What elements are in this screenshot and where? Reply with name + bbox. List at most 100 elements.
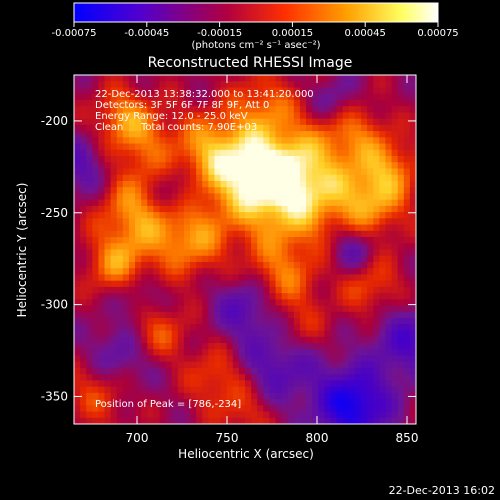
heatmap-cell xyxy=(128,405,136,413)
heatmap-cell xyxy=(159,305,167,313)
heatmap-cell xyxy=(397,380,405,388)
heatmap-cell xyxy=(226,280,234,288)
heatmap-cell xyxy=(373,168,380,176)
heatmap-cell xyxy=(141,106,148,113)
heatmap-cell xyxy=(318,274,325,282)
heatmap-cell xyxy=(397,137,405,145)
heatmap-cell xyxy=(318,374,325,381)
heatmap-cell xyxy=(238,212,246,219)
heatmap-cell xyxy=(104,106,112,113)
heatmap-cell xyxy=(373,405,380,413)
heatmap-cell xyxy=(171,367,179,375)
heatmap-cell xyxy=(98,293,106,300)
heatmap-cell xyxy=(257,342,264,350)
heatmap-cell xyxy=(208,318,216,325)
heatmap-cell xyxy=(214,249,222,257)
heatmap-cell xyxy=(403,137,411,145)
heatmap-cell xyxy=(245,380,252,388)
heatmap-cell xyxy=(348,342,356,350)
heatmap-cell xyxy=(110,261,118,269)
heatmap-cell xyxy=(409,224,416,232)
heatmap-cell xyxy=(251,143,258,151)
heatmap-cell xyxy=(208,99,216,107)
heatmap-cell xyxy=(287,417,295,424)
heatmap-cell xyxy=(171,374,179,381)
heatmap-cell xyxy=(208,199,216,207)
heatmap-cell xyxy=(293,380,301,388)
heatmap-cell xyxy=(293,249,301,257)
heatmap-cell xyxy=(80,268,87,276)
heatmap-cell xyxy=(281,318,289,325)
x-axis-ticks: 700 750 800 850 xyxy=(126,75,418,445)
annotation-peak-position: Position of Peak = [786,-234] xyxy=(95,399,241,410)
heatmap-cell xyxy=(153,87,161,95)
heatmap-cell xyxy=(354,330,362,338)
heatmap-cell xyxy=(220,261,228,269)
heatmap-cell xyxy=(165,230,173,238)
heatmap-cell xyxy=(190,75,197,82)
heatmap-cell xyxy=(361,162,368,170)
heatmap-cell xyxy=(361,367,368,375)
heatmap-cell xyxy=(367,168,374,176)
heatmap-cell xyxy=(299,386,307,394)
heatmap-cell xyxy=(324,212,332,219)
heatmap-cell xyxy=(116,199,124,207)
heatmap-cell xyxy=(361,261,368,269)
heatmap-cell xyxy=(281,336,289,344)
heatmap-cell xyxy=(141,187,148,195)
heatmap-cell xyxy=(354,199,362,207)
heatmap-cell xyxy=(409,349,416,357)
heatmap-cell xyxy=(397,168,405,176)
heatmap-cell xyxy=(183,99,191,107)
heatmap-cell xyxy=(232,131,240,138)
heatmap-cell xyxy=(281,280,289,288)
heatmap-cell xyxy=(220,361,228,369)
heatmap-cell xyxy=(190,367,197,375)
heatmap-cell xyxy=(342,261,350,269)
heatmap-cell xyxy=(306,81,313,89)
heatmap-cell xyxy=(220,417,228,424)
heatmap-cell xyxy=(275,286,283,294)
heatmap-cell xyxy=(409,261,416,269)
heatmap-cell xyxy=(220,87,228,95)
heatmap-cell xyxy=(251,124,258,132)
heatmap-cell xyxy=(92,218,100,226)
heatmap-cell xyxy=(330,230,338,238)
heatmap-cell xyxy=(226,156,234,163)
heatmap-cell xyxy=(361,131,368,138)
heatmap-cell xyxy=(128,156,136,163)
heatmap-cell xyxy=(214,212,222,219)
heatmap-cell xyxy=(196,392,203,400)
heatmap-cell xyxy=(281,99,289,107)
heatmap-cell xyxy=(324,274,332,282)
heatmap-cell xyxy=(403,324,411,332)
heatmap-cell xyxy=(165,411,173,419)
heatmap-cell xyxy=(306,330,313,338)
heatmap-cell xyxy=(293,386,301,394)
heatmap-cell xyxy=(403,355,411,363)
heatmap-cell xyxy=(153,99,161,107)
heatmap-cell xyxy=(232,149,240,157)
heatmap-cell xyxy=(128,305,136,313)
heatmap-cell xyxy=(122,336,130,344)
heatmap-cell xyxy=(245,87,252,95)
heatmap-cell xyxy=(263,386,271,394)
heatmap-cell xyxy=(122,386,130,394)
heatmap-cell xyxy=(385,199,393,207)
heatmap-cell xyxy=(80,349,87,357)
heatmap-cell xyxy=(269,149,277,157)
heatmap-cell xyxy=(269,318,277,325)
heatmap-cell xyxy=(128,218,136,226)
heatmap-cell xyxy=(318,330,325,338)
heatmap-cell xyxy=(299,367,307,375)
heatmap-cell xyxy=(287,137,295,145)
heatmap-cell xyxy=(287,286,295,294)
heatmap-cell xyxy=(86,187,93,195)
heatmap-cell xyxy=(306,118,313,126)
heatmap-cell xyxy=(257,93,264,101)
heatmap-cell xyxy=(397,99,405,107)
heatmap-cell xyxy=(177,386,185,394)
heatmap-cell xyxy=(342,75,350,82)
heatmap-cell xyxy=(220,199,228,207)
heatmap-cell xyxy=(141,286,148,294)
